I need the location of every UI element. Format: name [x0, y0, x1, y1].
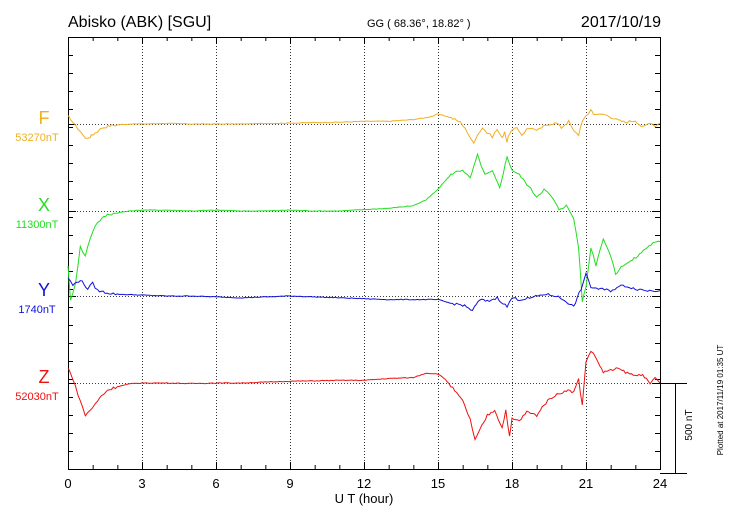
plotted-note: Plotted at 2017/11/19 01:35 UT	[716, 345, 725, 456]
x-axis-label: U T (hour)	[335, 491, 394, 506]
station-coords: GG ( 68.36°, 18.82° )	[367, 18, 471, 30]
x-tick-label: 12	[357, 476, 371, 491]
baselines	[68, 124, 660, 384]
x-tick-label: 3	[138, 476, 145, 491]
x-tick-labels: 0 3 6 9 12 15 18 21 24	[64, 476, 667, 491]
series-lines	[67, 108, 661, 442]
series-line-x	[67, 152, 661, 303]
series-labels: F 53270nT X 11300nT Y 1740nT Z 52030nT	[15, 108, 59, 403]
series-line-y	[67, 271, 661, 311]
station-title: Abisko (ABK) [SGU]	[68, 14, 211, 31]
x-tick-label: 21	[579, 476, 593, 491]
series-name-x: X	[38, 195, 50, 215]
x-tick-label: 24	[653, 476, 667, 491]
x-tick-label: 15	[431, 476, 445, 491]
x-tick-label: 18	[505, 476, 519, 491]
series-line-f	[67, 108, 661, 145]
chart-date: 2017/10/19	[581, 14, 661, 31]
series-name-f: F	[39, 108, 50, 128]
baseline-value-z: 52030nT	[15, 391, 59, 403]
baseline-value-f: 53270nT	[15, 132, 59, 144]
grid	[142, 37, 587, 469]
scale-bar	[660, 383, 687, 474]
x-tick-label: 0	[64, 476, 71, 491]
x-tick-label: 6	[212, 476, 219, 491]
baseline-value-y: 1740nT	[18, 304, 56, 316]
scale-bar-label: 500 nT	[684, 409, 695, 440]
series-name-y: Y	[38, 280, 50, 300]
tick-marks	[68, 37, 661, 469]
series-name-z: Z	[39, 367, 50, 387]
series-line-z	[67, 350, 661, 442]
baseline-value-x: 11300nT	[16, 219, 59, 231]
x-tick-label: 9	[286, 476, 293, 491]
